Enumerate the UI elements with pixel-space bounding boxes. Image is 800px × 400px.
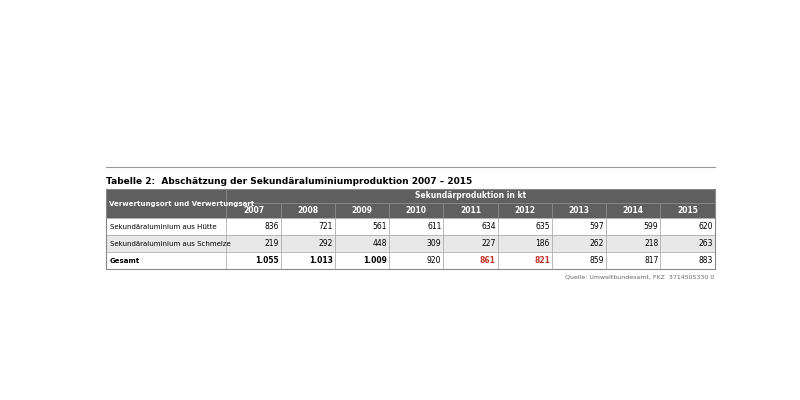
Bar	[389, 218, 443, 235]
Text: 620: 620	[698, 222, 713, 231]
Text: 821: 821	[534, 256, 550, 265]
Text: Sekundärproduktion in kt: Sekundärproduktion in kt	[415, 191, 526, 200]
Bar	[660, 235, 714, 252]
Bar	[106, 189, 226, 218]
Bar	[660, 252, 714, 269]
Bar	[498, 252, 552, 269]
Text: 2008: 2008	[297, 206, 318, 215]
Bar	[389, 235, 443, 252]
Text: 611: 611	[427, 222, 442, 231]
Bar	[226, 235, 281, 252]
Bar	[335, 203, 389, 218]
Bar	[660, 203, 714, 218]
Bar	[226, 189, 714, 203]
Bar	[226, 218, 281, 235]
Text: 561: 561	[373, 222, 387, 231]
Text: 262: 262	[590, 239, 604, 248]
Text: 263: 263	[698, 239, 713, 248]
Text: 1.009: 1.009	[363, 256, 387, 265]
Text: 2012: 2012	[514, 206, 535, 215]
Text: Sekundäraluminium aus Hütte: Sekundäraluminium aus Hütte	[110, 224, 217, 230]
Text: 2015: 2015	[677, 206, 698, 215]
Text: Tabelle 2:  Abschätzung der Sekundäraluminiumproduktion 2007 – 2015: Tabelle 2: Abschätzung der Sekundäralumi…	[106, 177, 473, 186]
Text: 218: 218	[644, 239, 658, 248]
Text: 1.013: 1.013	[309, 256, 333, 265]
Bar	[106, 189, 714, 269]
Bar	[606, 203, 660, 218]
Bar	[606, 252, 660, 269]
Text: Verwertungsort und Verwertungsart: Verwertungsort und Verwertungsart	[109, 200, 254, 206]
Text: 227: 227	[482, 239, 496, 248]
Text: 2011: 2011	[460, 206, 481, 215]
Bar	[498, 203, 552, 218]
Text: 721: 721	[318, 222, 333, 231]
Bar	[552, 203, 606, 218]
Bar	[335, 235, 389, 252]
Bar	[443, 235, 498, 252]
Text: 186: 186	[535, 239, 550, 248]
Bar	[606, 235, 660, 252]
Text: 883: 883	[698, 256, 713, 265]
Bar	[552, 218, 606, 235]
Text: 859: 859	[590, 256, 604, 265]
Text: 817: 817	[644, 256, 658, 265]
Bar	[552, 235, 606, 252]
Bar	[226, 203, 281, 218]
Text: 920: 920	[427, 256, 442, 265]
Text: 219: 219	[264, 239, 278, 248]
Bar	[660, 218, 714, 235]
Text: 635: 635	[535, 222, 550, 231]
Bar	[281, 218, 335, 235]
Text: Quelle: Umweltbundesamt, FKZ  3714505330 0: Quelle: Umweltbundesamt, FKZ 3714505330 …	[566, 274, 714, 279]
Bar	[226, 252, 281, 269]
Text: Sekundäraluminium aus Schmelze: Sekundäraluminium aus Schmelze	[110, 240, 230, 246]
Bar	[389, 203, 443, 218]
Text: 2014: 2014	[622, 206, 644, 215]
Text: 1.055: 1.055	[255, 256, 278, 265]
Text: 836: 836	[264, 222, 278, 231]
Bar	[552, 252, 606, 269]
Bar	[106, 252, 226, 269]
Bar	[443, 218, 498, 235]
Bar	[606, 218, 660, 235]
Bar	[335, 252, 389, 269]
Text: Gesamt: Gesamt	[110, 258, 140, 264]
Text: 2009: 2009	[351, 206, 373, 215]
Bar	[389, 252, 443, 269]
Bar	[335, 218, 389, 235]
Text: 2013: 2013	[569, 206, 590, 215]
Bar	[498, 235, 552, 252]
Text: 599: 599	[644, 222, 658, 231]
Text: 597: 597	[590, 222, 604, 231]
Text: 309: 309	[427, 239, 442, 248]
Bar	[281, 252, 335, 269]
Text: 292: 292	[318, 239, 333, 248]
Bar	[443, 203, 498, 218]
Text: 2007: 2007	[243, 206, 264, 215]
Bar	[443, 252, 498, 269]
Bar	[498, 218, 552, 235]
Bar	[106, 235, 226, 252]
Text: 448: 448	[373, 239, 387, 248]
Text: 2010: 2010	[406, 206, 426, 215]
Text: 634: 634	[481, 222, 496, 231]
Text: 861: 861	[480, 256, 496, 265]
Bar	[281, 235, 335, 252]
Bar	[281, 203, 335, 218]
Bar	[106, 218, 226, 235]
